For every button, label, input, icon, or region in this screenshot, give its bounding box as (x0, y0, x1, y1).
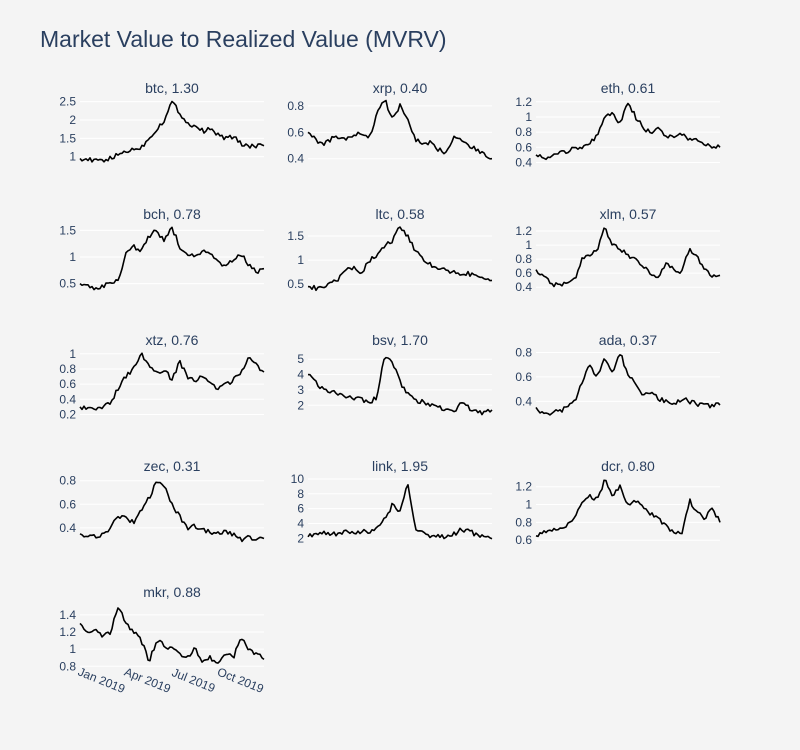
y-tick-label: 0.6 (287, 125, 304, 139)
y-tick-label: 1 (297, 253, 304, 267)
subplot-xrp: xrp, 0.40 0.4 0.6 0.8 (287, 80, 493, 166)
y-tick-label: 0.4 (515, 280, 532, 294)
series-line (79, 352, 265, 411)
subplot-title: eth, 0.61 (601, 80, 656, 96)
subplot-bsv: bsv, 1.70 234 5 (297, 332, 493, 416)
y-tick-label: 0.4 (515, 394, 532, 408)
subplot-title: xlm, 0.57 (600, 206, 657, 222)
subplot-title: ltc, 0.58 (375, 206, 424, 222)
y-tick-label: 0.8 (59, 474, 76, 488)
y-tick-label: 5 (297, 352, 304, 366)
y-tick-label: 1.5 (59, 223, 76, 237)
series-line (79, 226, 265, 291)
y-tick-label: 1 (69, 347, 76, 361)
subplot-xlm: xlm, 0.57 0.40.60.811.2 (515, 206, 721, 294)
subplot-title: ada, 0.37 (599, 332, 658, 348)
y-tick-label: 0.4 (59, 521, 76, 535)
y-tick-label: 6 (297, 502, 304, 516)
series-line (535, 102, 721, 161)
y-tick-label: 8 (297, 487, 304, 501)
subplot-ada: ada, 0.37 0.4 0.6 0.8 (515, 332, 721, 416)
y-tick-label: 0.8 (59, 659, 76, 673)
subplot-bch: bch, 0.78 0.5 1 1.5 (59, 206, 265, 291)
y-tick-label: 1 (525, 110, 532, 124)
y-tick-label: 4 (297, 516, 304, 530)
series-line (79, 607, 265, 664)
y-tick-label: 0.6 (59, 377, 76, 391)
y-tick-label: 1.2 (59, 625, 76, 639)
y-tick-label: 1 (69, 642, 76, 656)
y-tick-label: 1 (69, 250, 76, 264)
y-tick-label: 1.5 (59, 131, 76, 145)
page-title: Market Value to Realized Value (MVRV) (40, 26, 447, 52)
series-line (79, 481, 265, 543)
y-tick-label: 0.6 (515, 533, 532, 547)
series-line (307, 99, 493, 160)
subplot-title: zec, 0.31 (144, 458, 201, 474)
y-tick-label: 0.8 (515, 125, 532, 139)
subplot-dcr: dcr, 0.80 0.6 0.8 1 1.2 (515, 458, 721, 547)
y-tick-label: 0.6 (59, 497, 76, 511)
y-tick-label: 0.5 (59, 277, 76, 291)
subplot-title: xtz, 0.76 (146, 332, 199, 348)
y-tick-label: 2 (297, 398, 304, 412)
subplot-xtz: xtz, 0.76 0.20.40.60.81 (59, 332, 265, 421)
y-tick-label: 0.4 (59, 392, 76, 406)
subplot-zec: zec, 0.31 0.4 0.6 0.8 (59, 458, 265, 543)
series-line (307, 483, 493, 540)
x-tick-label: Jan 2019 (76, 665, 127, 697)
y-tick-label: 0.8 (515, 345, 532, 359)
y-tick-label: 1 (525, 238, 532, 252)
y-tick-label: 0.4 (287, 152, 304, 166)
y-tick-label: 0.5 (287, 277, 304, 291)
y-tick-label: 0.6 (515, 266, 532, 280)
y-tick-label: 1 (525, 498, 532, 512)
subplot-title: dcr, 0.80 (601, 458, 655, 474)
x-tick-label: Apr 2019 (122, 665, 173, 696)
y-tick-label: 10 (291, 472, 305, 486)
x-tick-label: Jul 2019 (170, 665, 218, 695)
subplot-title: xrp, 0.40 (373, 80, 428, 96)
subplot-title: link, 1.95 (372, 458, 428, 474)
x-tick-label: Oct 2019 (215, 665, 266, 696)
subplot-ltc: ltc, 0.58 0.5 1 1.5 (287, 206, 493, 292)
series-line (535, 227, 721, 288)
y-tick-label: 0.2 (59, 407, 76, 421)
y-tick-label: 1 (69, 150, 76, 164)
series-line (535, 353, 721, 416)
subplot-title: mkr, 0.88 (143, 584, 201, 600)
y-tick-label: 1.2 (515, 224, 532, 238)
subplot-title: bch, 0.78 (143, 206, 201, 222)
y-tick-label: 4 (297, 368, 304, 382)
y-tick-label: 0.8 (515, 515, 532, 529)
y-tick-label: 3 (297, 383, 304, 397)
y-tick-label: 0.6 (515, 140, 532, 154)
y-tick-label: 1.4 (59, 608, 76, 622)
subplot-title: btc, 1.30 (145, 80, 199, 96)
y-tick-label: 0.4 (515, 155, 532, 169)
y-tick-label: 2.5 (59, 95, 76, 109)
series-line (307, 356, 493, 416)
series-line (535, 479, 721, 538)
y-tick-label: 0.8 (515, 252, 532, 266)
y-tick-label: 0.6 (515, 370, 532, 384)
series-line (307, 226, 493, 292)
subplot-title: bsv, 1.70 (372, 332, 428, 348)
series-line (79, 100, 265, 163)
y-tick-label: 1.5 (287, 229, 304, 243)
subplot-btc: btc, 1.30 1 1.5 2 2.5 (59, 80, 265, 164)
y-tick-label: 0.8 (59, 362, 76, 376)
y-tick-label: 2 (297, 531, 304, 545)
y-tick-label: 2 (69, 113, 76, 127)
y-tick-label: 1.2 (515, 480, 532, 494)
subplot-mkr: mkr, 0.88 0.8 1 1.2 1.4 (59, 584, 265, 673)
y-tick-label: 1.2 (515, 95, 532, 109)
y-tick-label: 0.8 (287, 99, 304, 113)
subplot-eth: eth, 0.61 0.40.60.811.2 (515, 80, 721, 169)
